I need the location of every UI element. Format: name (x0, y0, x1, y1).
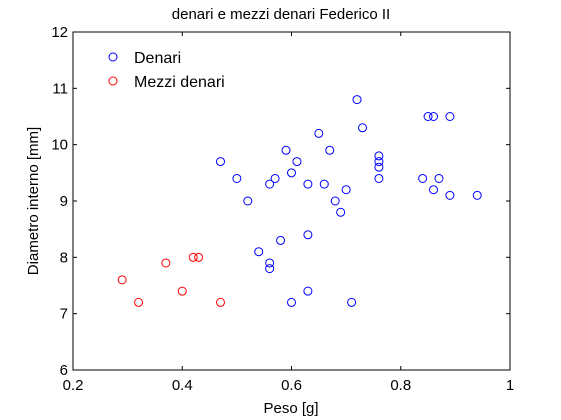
y-axis-label: Diametro interno [mm] (25, 127, 42, 275)
data-points (117, 95, 482, 307)
y-tick-label: 10 (51, 137, 68, 154)
y-tick-label: 11 (52, 80, 68, 97)
data-point-denari (287, 297, 296, 307)
x-axis-label: Peso [g] (263, 400, 318, 417)
data-point-denari (347, 297, 357, 307)
y-tick-label: 12 (51, 24, 68, 41)
data-point-denari (270, 173, 280, 183)
series-mezzi-denari (117, 252, 225, 307)
data-point-denari (445, 112, 455, 121)
data-point-denari (281, 145, 291, 155)
data-point-denari (287, 168, 296, 178)
plot-area (72, 31, 511, 371)
data-point-denari (314, 128, 324, 138)
data-point-denari (319, 179, 329, 189)
data-point-denari (265, 264, 275, 274)
y-tick-label: 9 (60, 193, 68, 210)
data-point-denari (330, 196, 340, 206)
data-point-denari (276, 235, 286, 245)
data-point-denari (303, 230, 313, 240)
data-point-denari (352, 95, 362, 105)
data-point-denari (341, 185, 351, 195)
data-point-denari (336, 207, 346, 217)
y-tick-label: 6 (60, 362, 68, 379)
data-point-denari (243, 196, 253, 206)
x-tick-label: 0.2 (63, 377, 84, 394)
data-point-denari (303, 179, 313, 189)
data-point-denari (418, 173, 428, 183)
data-point-mezzi-denari (215, 297, 225, 307)
data-point-denari (429, 112, 439, 121)
legend: Denari Mezzi denari (108, 50, 225, 91)
y-tick-label: 8 (60, 249, 68, 266)
data-point-denari (303, 286, 313, 296)
legend-entry-denari: Denari (108, 50, 181, 67)
legend-marker-denari (108, 52, 118, 62)
data-point-denari (265, 179, 275, 189)
data-point-denari (292, 157, 302, 167)
x-tick-label: 0.6 (281, 377, 302, 394)
legend-marker-mezzi-denari (108, 76, 118, 86)
data-point-denari (374, 157, 384, 167)
data-point-denari (232, 173, 242, 183)
legend-label-mezzi-denari: Mezzi denari (134, 74, 225, 91)
x-tick-label: 1 (506, 377, 514, 394)
data-point-denari (374, 162, 384, 172)
data-point-denari (423, 112, 433, 121)
x-tick-label: 0.4 (172, 377, 193, 394)
data-point-mezzi-denari (188, 252, 198, 262)
data-point-denari (429, 185, 439, 195)
data-point-denari (254, 247, 264, 257)
data-point-mezzi-denari (117, 275, 127, 285)
data-point-mezzi-denari (194, 252, 204, 262)
data-point-denari (434, 173, 444, 183)
x-axis-ticks: 0.2 0.4 0.6 0.8 1 (63, 32, 514, 394)
chart-title: denari e mezzi denari Federico II (172, 6, 390, 23)
plot-frame (72, 31, 511, 371)
data-point-denari (445, 190, 455, 200)
data-point-mezzi-denari (161, 258, 171, 268)
data-point-denari (215, 157, 225, 167)
data-point-denari (265, 258, 275, 268)
series-denari (215, 95, 482, 307)
legend-entry-mezzi-denari: Mezzi denari (108, 74, 225, 91)
data-point-denari (358, 123, 368, 133)
y-tick-label: 7 (60, 306, 68, 323)
data-point-denari (325, 145, 335, 155)
x-tick-label: 0.8 (390, 377, 411, 394)
data-point-mezzi-denari (134, 297, 144, 307)
y-axis-ticks: 6 7 8 9 10 11 12 (51, 24, 510, 379)
data-point-mezzi-denari (177, 286, 187, 296)
data-point-denari (374, 151, 384, 161)
legend-label-denari: Denari (134, 50, 181, 67)
data-point-denari (374, 173, 384, 183)
data-point-denari (472, 190, 482, 200)
